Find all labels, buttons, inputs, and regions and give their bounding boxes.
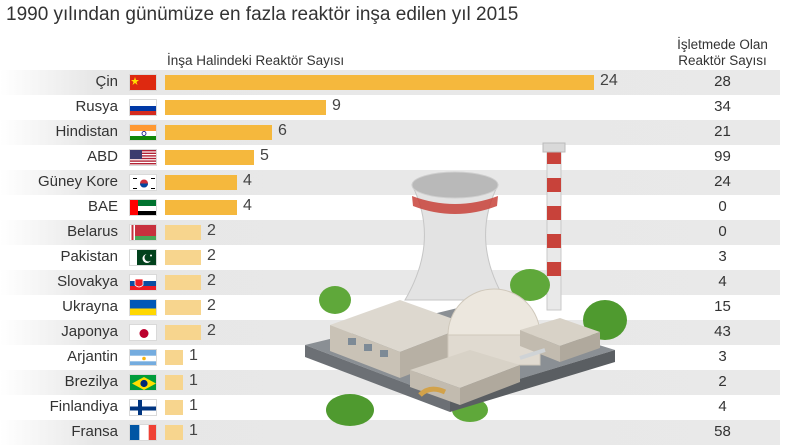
operating-header-line-2: Reaktör Sayısı (678, 53, 767, 68)
bar-value-label: 4 (243, 172, 252, 189)
operating-value: 34 (714, 98, 731, 115)
operating-value: 99 (714, 148, 731, 165)
operating-value: 2 (718, 373, 727, 390)
category-label: Brezilya (64, 373, 118, 390)
operating-value: 28 (714, 73, 731, 90)
chart-row: Arjantin 1 3 (0, 345, 800, 370)
bar (165, 100, 326, 115)
flag-russia-icon (129, 99, 157, 116)
category-label: Rusya (75, 98, 118, 115)
bar (165, 200, 237, 215)
flag-usa-icon (129, 149, 157, 166)
chart-row: Fransa 1 58 (0, 420, 800, 445)
flag-india-icon (129, 124, 157, 141)
bar (165, 275, 201, 290)
bar-value-label: 2 (207, 322, 216, 339)
flag-uae-icon (129, 199, 157, 216)
flag-japan-icon (129, 324, 157, 341)
category-label: Belarus (67, 223, 118, 240)
bar (165, 400, 183, 415)
operating-header-line-1: İşletmede Olan (677, 37, 768, 52)
bar (165, 425, 183, 440)
flag-pakistan-icon (129, 249, 157, 266)
chart-row: BAE 4 0 (0, 195, 800, 220)
flag-brazil-icon (129, 374, 157, 391)
flag-france-icon (129, 424, 157, 441)
bar-value-label: 1 (189, 347, 198, 364)
flag-south-korea-icon (129, 174, 157, 191)
chart-title: 1990 yılından günümüze en fazla reaktör … (6, 4, 519, 25)
bar-value-label: 9 (332, 97, 341, 114)
bar-value-label: 2 (207, 247, 216, 264)
chart-row: Japonya 2 43 (0, 320, 800, 345)
chart-row: ABD 5 99 (0, 145, 800, 170)
category-label: BAE (87, 198, 118, 215)
chart-row: Çin 24 28 (0, 70, 800, 95)
operating-value: 0 (718, 198, 727, 215)
category-label: ABD (87, 148, 118, 165)
bar-value-label: 1 (189, 397, 198, 414)
operating-value: 21 (714, 123, 731, 140)
bar-value-label: 2 (207, 272, 216, 289)
category-label: Çin (95, 73, 118, 90)
category-label: Slovakya (57, 273, 118, 290)
bar (165, 250, 201, 265)
chart-row: Rusya 9 34 (0, 95, 800, 120)
chart-row: Pakistan 2 3 (0, 245, 800, 270)
bar (165, 300, 201, 315)
category-label: Ukrayna (62, 298, 118, 315)
chart-row: Finlandiya 1 4 (0, 395, 800, 420)
bar (165, 375, 183, 390)
operating-value: 24 (714, 173, 731, 190)
operating-value: 58 (714, 423, 731, 440)
chart-row: Güney Kore 4 24 (0, 170, 800, 195)
bar-value-label: 4 (243, 197, 252, 214)
bar (165, 125, 272, 140)
category-label: Finlandiya (49, 398, 118, 415)
flag-china-icon (129, 74, 157, 91)
chart-row: Hindistan 6 21 (0, 120, 800, 145)
bar (165, 350, 183, 365)
operating-value: 3 (718, 348, 727, 365)
bar-value-label: 6 (278, 122, 287, 139)
category-label: Hindistan (55, 123, 118, 140)
chart-row: Brezilya 1 2 (0, 370, 800, 395)
bar-value-label: 1 (189, 422, 198, 439)
category-label: Fransa (71, 423, 118, 440)
bar-value-label: 1 (189, 372, 198, 389)
flag-belarus-icon (129, 224, 157, 241)
bar-value-label: 24 (600, 72, 618, 89)
chart-row: Slovakya 2 4 (0, 270, 800, 295)
bar (165, 225, 201, 240)
flag-argentina-icon (129, 349, 157, 366)
bar-value-label: 5 (260, 147, 269, 164)
operating-header: İşletmede Olan Reaktör Sayısı (660, 37, 785, 69)
operating-value: 4 (718, 273, 727, 290)
category-label: Japonya (61, 323, 118, 340)
flag-finland-icon (129, 399, 157, 416)
category-label: Pakistan (60, 248, 118, 265)
operating-value: 15 (714, 298, 731, 315)
bar (165, 75, 594, 90)
bar (165, 325, 201, 340)
bar-value-label: 2 (207, 297, 216, 314)
bar (165, 150, 254, 165)
chart-row: Belarus 2 0 (0, 220, 800, 245)
operating-value: 43 (714, 323, 731, 340)
under-construction-header: İnşa Halindeki Reaktör Sayısı (167, 53, 345, 68)
category-label: Güney Kore (37, 173, 118, 190)
flag-slovakia-icon (129, 274, 157, 291)
operating-value: 0 (718, 223, 727, 240)
operating-value: 4 (718, 398, 727, 415)
operating-value: 3 (718, 248, 727, 265)
category-label: Arjantin (67, 348, 118, 365)
bar-value-label: 2 (207, 222, 216, 239)
flag-ukraine-icon (129, 299, 157, 316)
chart-row: Ukrayna 2 15 (0, 295, 800, 320)
bar (165, 175, 237, 190)
